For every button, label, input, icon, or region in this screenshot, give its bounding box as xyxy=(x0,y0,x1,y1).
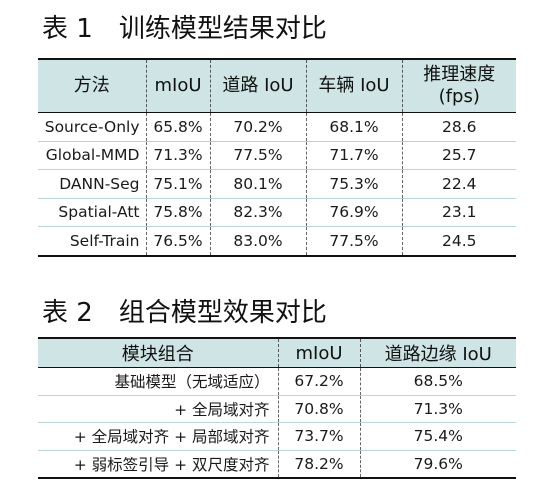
cell-vehicle-iou: 68.1% xyxy=(305,112,402,142)
header-inference-speed: 推理速度 (fps) xyxy=(401,59,516,113)
table1-title: 表 1 训练模型结果对比 xyxy=(42,8,327,45)
header-vehicle-iou: 车辆 IoU xyxy=(305,59,402,113)
table1-header-row: 方法 mIoU 道路 IoU 车辆 IoU 推理速度 (fps) xyxy=(38,59,516,113)
header-road-edge-iou: 道路边缘 IoU xyxy=(359,338,516,368)
table1-number: 表 1 xyxy=(42,14,93,44)
cell-road-iou: 83.0% xyxy=(209,226,306,257)
cell-method: DANN-Seg xyxy=(38,169,146,199)
table-row: Global-MMD 71.3% 77.5% 71.7% 25.7 xyxy=(38,141,516,170)
table-row: + 全局域对齐 + 局部域对齐 73.7% 75.4% xyxy=(38,422,516,451)
cell-module-combination: + 全局域对齐 xyxy=(38,395,278,423)
header-miou: mIoU xyxy=(145,59,210,113)
cell-miou: 73.7% xyxy=(277,422,360,451)
cell-fps: 22.4 xyxy=(401,169,516,199)
cell-method: Self-Train xyxy=(38,226,146,257)
header-method: 方法 xyxy=(38,59,146,113)
training-results-table: 方法 mIoU 道路 IoU 车辆 IoU 推理速度 (fps) Source-… xyxy=(38,58,516,257)
table-row: DANN-Seg 75.1% 80.1% 75.3% 22.4 xyxy=(38,169,516,199)
cell-miou: 76.5% xyxy=(145,226,210,257)
cell-miou: 75.1% xyxy=(145,169,210,199)
cell-fps: 28.6 xyxy=(401,112,516,142)
cell-module-combination: + 全局域对齐 + 局部域对齐 xyxy=(38,422,278,451)
table2-caption: 组合模型效果对比 xyxy=(118,298,327,328)
cell-fps: 24.5 xyxy=(401,226,516,257)
table2-title: 表 2 组合模型效果对比 xyxy=(42,292,327,329)
cell-method: Source-Only xyxy=(38,112,146,142)
combined-model-table: 模块组合 mIoU 道路边缘 IoU 基础模型（无域适应） 67.2% 68.5… xyxy=(38,337,516,479)
table2-number: 表 2 xyxy=(42,298,93,328)
cell-miou: 71.3% xyxy=(145,141,210,170)
cell-road-edge-iou: 79.6% xyxy=(359,450,516,479)
cell-road-iou: 80.1% xyxy=(209,169,306,199)
cell-road-edge-iou: 68.5% xyxy=(359,367,516,396)
cell-miou: 70.8% xyxy=(277,395,360,423)
cell-miou: 75.8% xyxy=(145,198,210,227)
header-road-iou: 道路 IoU xyxy=(209,59,306,113)
cell-module-combination: 基础模型（无域适应） xyxy=(38,367,278,396)
cell-module-combination: + 弱标签引导 + 双尺度对齐 xyxy=(38,450,278,479)
cell-road-iou: 70.2% xyxy=(209,112,306,142)
table-row: + 弱标签引导 + 双尺度对齐 78.2% 79.6% xyxy=(38,450,516,479)
table2-header-row: 模块组合 mIoU 道路边缘 IoU xyxy=(38,338,516,368)
header-miou: mIoU xyxy=(277,338,360,368)
table-row: + 全局域对齐 70.8% 71.3% xyxy=(38,395,516,423)
header-inference-speed-line2: (fps) xyxy=(438,86,480,107)
cell-miou: 78.2% xyxy=(277,450,360,479)
cell-method: Spatial-Att xyxy=(38,198,146,227)
table-row: Source-Only 65.8% 70.2% 68.1% 28.6 xyxy=(38,112,516,142)
header-module-combination: 模块组合 xyxy=(38,338,278,368)
cell-miou: 67.2% xyxy=(277,367,360,396)
cell-fps: 25.7 xyxy=(401,141,516,170)
cell-vehicle-iou: 77.5% xyxy=(305,226,402,257)
table-row: 基础模型（无域适应） 67.2% 68.5% xyxy=(38,367,516,396)
table1-caption: 训练模型结果对比 xyxy=(118,14,327,44)
cell-road-iou: 82.3% xyxy=(209,198,306,227)
cell-vehicle-iou: 76.9% xyxy=(305,198,402,227)
cell-road-edge-iou: 75.4% xyxy=(359,422,516,451)
cell-fps: 23.1 xyxy=(401,198,516,227)
cell-road-edge-iou: 71.3% xyxy=(359,395,516,423)
cell-vehicle-iou: 71.7% xyxy=(305,141,402,170)
cell-road-iou: 77.5% xyxy=(209,141,306,170)
cell-vehicle-iou: 75.3% xyxy=(305,169,402,199)
table-row: Spatial-Att 75.8% 82.3% 76.9% 23.1 xyxy=(38,198,516,227)
header-inference-speed-line1: 推理速度 xyxy=(423,64,496,85)
cell-miou: 65.8% xyxy=(145,112,210,142)
table-row: Self-Train 76.5% 83.0% 77.5% 24.5 xyxy=(38,226,516,257)
cell-method: Global-MMD xyxy=(38,141,146,170)
